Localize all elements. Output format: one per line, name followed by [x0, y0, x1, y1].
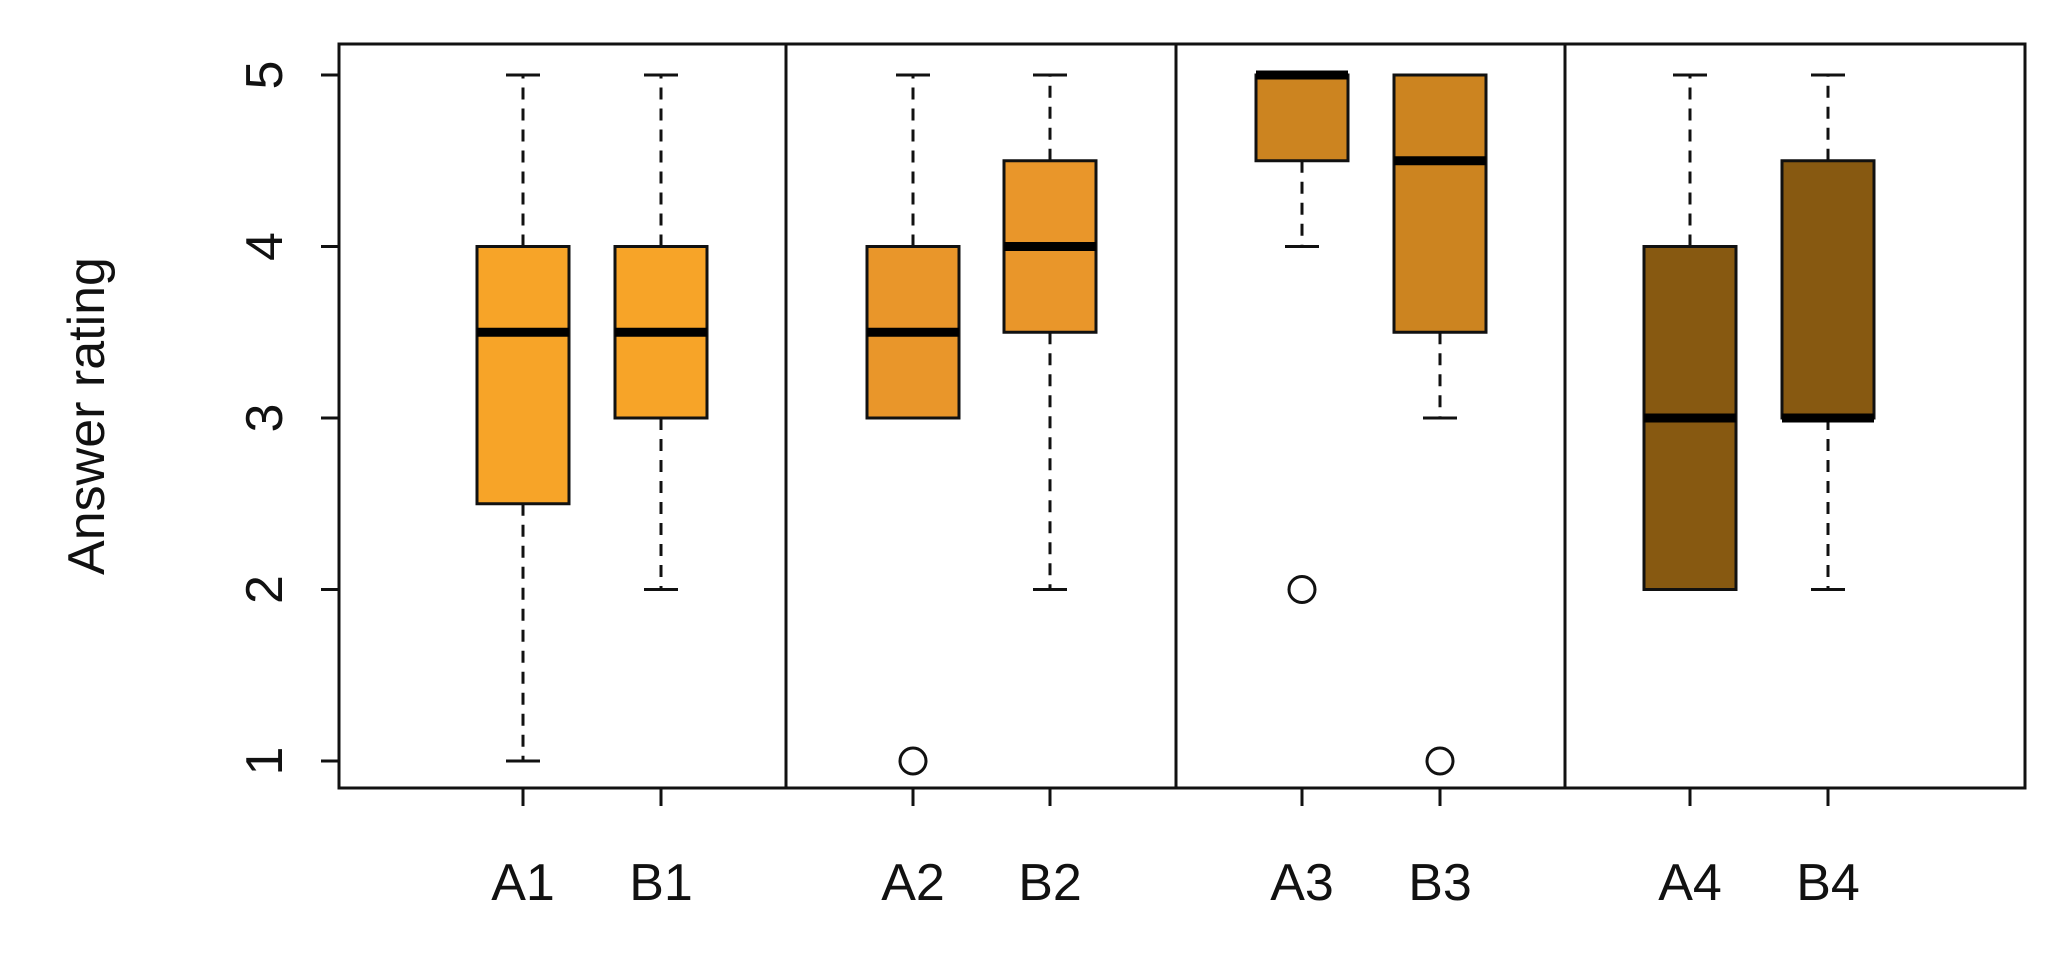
y-axis: 1 2 3 4 5 — [236, 61, 341, 776]
x-tick-label-b1: B1 — [629, 854, 693, 912]
y-axis-title: Answer rating — [58, 257, 116, 575]
x-tick-label-a3: A3 — [1270, 854, 1334, 912]
outlier-a3-0 — [1287, 575, 1317, 604]
outlier-b3-0 — [1425, 746, 1455, 776]
x-tick-label-a4: A4 — [1658, 854, 1722, 912]
y-tick-label-4: 4 — [236, 232, 294, 261]
y-tick-label-5: 5 — [236, 61, 294, 90]
y-tick-label-3: 3 — [236, 404, 294, 433]
boxes-layer — [475, 70, 1876, 776]
x-tick-label-a2: A2 — [881, 854, 945, 912]
x-tick-label-b3: B3 — [1408, 854, 1472, 912]
x-tick-label-a1: A1 — [491, 854, 555, 912]
outlier-a2-0 — [898, 746, 928, 776]
x-axis: A1 B1 A2 B2 A3 B3 A4 B4 — [491, 788, 1860, 912]
x-tick-label-b2: B2 — [1018, 854, 1082, 912]
box-a1 — [475, 245, 571, 506]
box-b3 — [1392, 73, 1488, 334]
box-a3 — [1254, 73, 1350, 163]
y-tick-label-2: 2 — [236, 575, 294, 604]
box-b4 — [1780, 159, 1876, 420]
y-tick-label-1: 1 — [236, 747, 294, 776]
x-tick-label-b4: B4 — [1796, 854, 1860, 912]
